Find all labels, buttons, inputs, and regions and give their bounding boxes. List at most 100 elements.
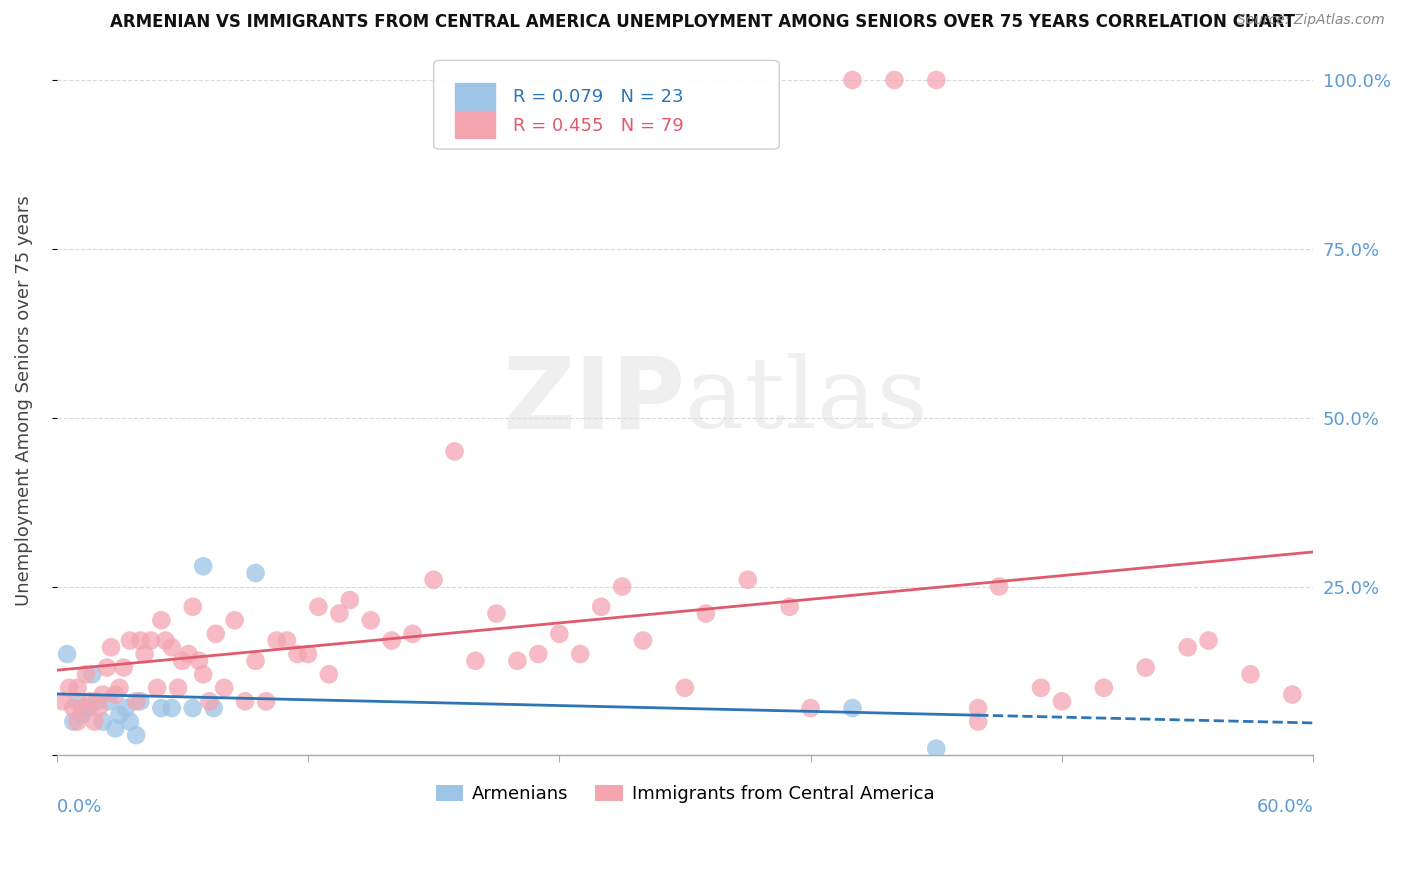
Point [1198,633,1220,648]
Point [779,599,801,614]
Bar [456,83,495,110]
Point [591,599,613,614]
Point [70,701,93,715]
Point [695,607,717,621]
Point [91,714,114,729]
Point [1029,681,1052,695]
Point [62,701,84,715]
Point [193,559,215,574]
Point [925,73,948,87]
Point [381,633,404,648]
Point [125,694,148,708]
Text: R = 0.455   N = 79: R = 0.455 N = 79 [513,117,683,135]
FancyBboxPatch shape [433,61,779,149]
Point [58,681,80,695]
Point [443,444,465,458]
Y-axis label: Unemployment Among Seniors over 75 years: Unemployment Among Seniors over 75 years [15,195,32,607]
Point [139,633,162,648]
Point [118,714,141,729]
Point [1177,640,1199,655]
Point [307,599,329,614]
Point [287,647,309,661]
Point [193,667,215,681]
Point [77,701,100,715]
Bar [456,112,495,138]
Point [422,573,444,587]
Point [1135,660,1157,674]
Point [181,701,204,715]
Point [245,566,267,580]
Point [841,701,863,715]
Point [212,681,235,695]
Text: R = 0.079   N = 23: R = 0.079 N = 23 [513,88,683,106]
Point [98,694,121,708]
Point [800,701,823,715]
Point [569,647,592,661]
Point [66,694,89,708]
Point [104,722,127,736]
Point [1281,688,1303,702]
Point [66,714,89,729]
Point [155,633,177,648]
Point [245,654,267,668]
Point [967,701,990,715]
Point [1050,694,1073,708]
Point [297,647,319,661]
Point [167,681,190,695]
Point [318,667,340,681]
Point [1239,667,1261,681]
Point [96,660,118,674]
Point [108,707,131,722]
Text: ZIP: ZIP [502,352,685,450]
Point [967,714,990,729]
Point [224,613,246,627]
Point [129,694,152,708]
Text: Source: ZipAtlas.com: Source: ZipAtlas.com [1237,13,1385,28]
Point [276,633,298,648]
Point [129,633,152,648]
Point [402,627,425,641]
Point [134,647,156,661]
Point [188,654,211,668]
Point [118,633,141,648]
Point [988,580,1011,594]
Point [125,728,148,742]
Point [204,627,226,641]
Point [114,701,136,715]
Point [527,647,550,661]
Point [52,694,75,708]
Point [339,593,361,607]
Point [172,654,194,668]
Point [328,607,350,621]
Point [548,627,571,641]
Point [62,714,84,729]
Point [181,599,204,614]
Point [100,640,122,655]
Point [87,701,110,715]
Text: ARMENIAN VS IMMIGRANTS FROM CENTRAL AMERICA UNEMPLOYMENT AMONG SENIORS OVER 75 Y: ARMENIAN VS IMMIGRANTS FROM CENTRAL AMER… [111,13,1295,31]
Point [610,580,633,594]
Point [233,694,256,708]
Point [485,607,508,621]
Point [202,701,225,715]
Point [198,694,221,708]
Legend: Armenians, Immigrants from Central America: Armenians, Immigrants from Central Ameri… [429,778,942,810]
Text: 60.0%: 60.0% [1257,798,1313,816]
Point [86,694,108,708]
Point [631,633,654,648]
Point [108,681,131,695]
Point [66,681,89,695]
Point [150,701,173,715]
Point [146,681,169,695]
Point [70,707,93,722]
Text: atlas: atlas [685,353,928,449]
Point [160,701,183,715]
Point [112,660,135,674]
Point [177,647,200,661]
Point [160,640,183,655]
Point [150,613,173,627]
Point [75,667,97,681]
Point [506,654,529,668]
Point [737,573,759,587]
Point [841,73,863,87]
